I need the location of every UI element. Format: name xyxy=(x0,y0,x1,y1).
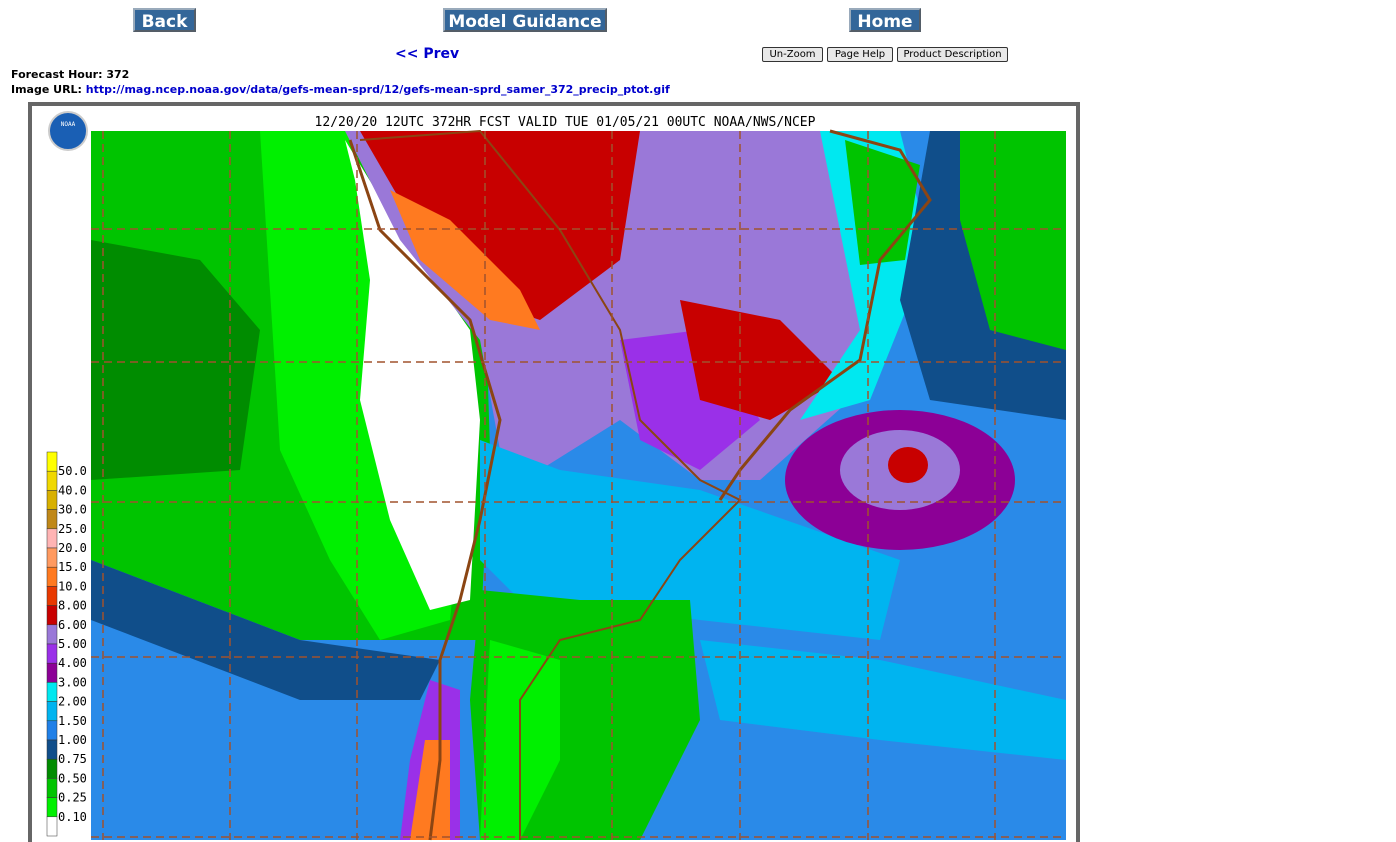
image-url-link[interactable]: http://mag.ncep.noaa.gov/data/gefs-mean-… xyxy=(85,83,670,96)
legend-swatch xyxy=(46,605,58,626)
legend-swatch xyxy=(46,739,58,760)
legend-swatch xyxy=(46,797,58,818)
legend-swatch xyxy=(46,701,58,722)
legend-swatch xyxy=(46,682,58,702)
legend-label: 3.00 xyxy=(58,675,87,689)
legend-label: 6.00 xyxy=(58,618,87,632)
legend-label: 8.00 xyxy=(58,599,87,613)
legend-swatch xyxy=(46,720,58,741)
unzoom-button[interactable]: Un-Zoom xyxy=(762,47,823,62)
legend-label: 40.0 xyxy=(58,483,87,497)
legend-label: 0.25 xyxy=(58,791,87,805)
legend-swatch xyxy=(46,586,58,606)
legend-swatch xyxy=(46,490,58,510)
legend-label: 50.0 xyxy=(58,464,87,478)
legend-swatch xyxy=(46,778,58,798)
map-field xyxy=(91,129,1066,841)
legend-label: 20.0 xyxy=(58,541,87,555)
page-help-button[interactable]: Page Help xyxy=(827,47,893,62)
legend-swatch xyxy=(46,758,58,779)
legend-swatch xyxy=(46,816,58,837)
map-title: 12/20/20 12UTC 372HR FCST VALID TUE 01/0… xyxy=(315,115,816,130)
legend-swatch xyxy=(46,662,58,683)
model-guidance-button[interactable]: Model Guidance xyxy=(443,8,607,32)
back-button[interactable]: Back xyxy=(133,8,196,32)
prev-link[interactable]: << Prev xyxy=(395,46,460,62)
product-description-button[interactable]: Product Description xyxy=(897,47,1008,62)
legend-swatch xyxy=(46,451,58,472)
legend-label: 4.00 xyxy=(58,656,87,670)
legend-swatch xyxy=(46,528,58,549)
legend-label: 0.50 xyxy=(58,771,87,785)
noaa-logo-text: NOAA xyxy=(61,121,76,128)
legend-label: 2.00 xyxy=(58,695,87,709)
legend-swatch xyxy=(46,509,58,530)
legend-label: 0.10 xyxy=(58,810,87,824)
legend-swatch xyxy=(46,547,58,568)
legend-label: 15.0 xyxy=(58,560,87,574)
legend-label: 1.50 xyxy=(58,714,87,728)
legend-label: 1.00 xyxy=(58,733,87,747)
legend-label: 10.0 xyxy=(58,579,87,593)
legend-label: 5.00 xyxy=(58,637,87,651)
image-url-label: Image URL: xyxy=(11,83,82,96)
legend-swatch xyxy=(46,470,58,491)
noaa-logo xyxy=(48,111,88,151)
legend: 50.0 40.0 30.0 25.0 20.0 15.0 10.0 8.00 6.00 5.00… xyxy=(46,451,87,837)
home-button[interactable]: Home xyxy=(849,8,921,32)
legend-label: 0.75 xyxy=(58,752,87,766)
legend-swatch xyxy=(46,643,58,664)
forecast-map: NOAA 12/20/20 12UTC 372HR FCST VALID TUE… xyxy=(28,102,1080,842)
legend-label: 30.0 xyxy=(58,503,87,517)
forecast-hour: Forecast Hour: 372 xyxy=(11,68,130,81)
legend-swatch xyxy=(46,566,58,587)
legend-swatch xyxy=(46,624,58,645)
image-url-line: Image URL: http://mag.ncep.noaa.gov/data… xyxy=(11,83,670,96)
legend-label: 25.0 xyxy=(58,522,87,536)
